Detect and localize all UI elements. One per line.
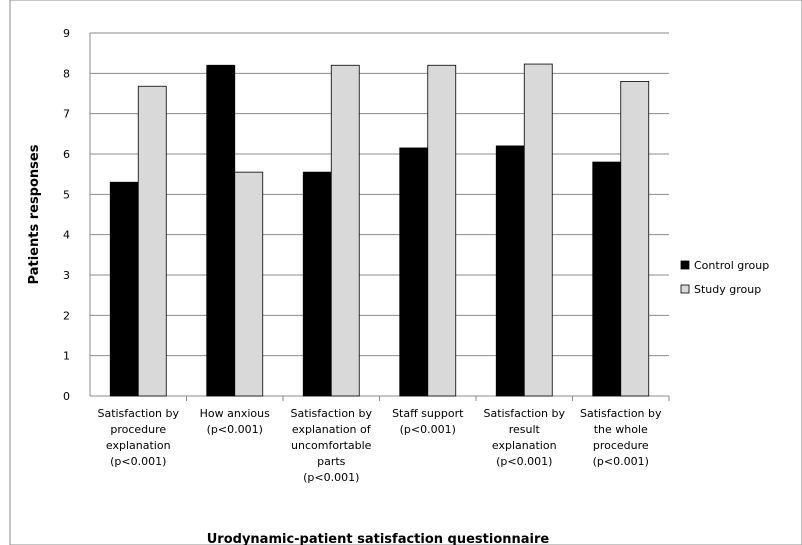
x-category-label: the whole bbox=[594, 423, 648, 436]
x-category-label: (p<0.001) bbox=[593, 455, 649, 468]
x-axis-label: Urodynamic-patient satisfaction question… bbox=[207, 532, 550, 545]
x-category-label: procedure bbox=[593, 439, 649, 452]
bar-control bbox=[399, 147, 429, 397]
bar-study bbox=[523, 63, 553, 397]
x-category-label: explanation bbox=[492, 439, 557, 452]
y-tick-label: 8 bbox=[63, 67, 70, 80]
y-axis-label: Patients responses bbox=[27, 144, 42, 284]
x-category-label: (p<0.001) bbox=[303, 471, 359, 484]
legend-swatch bbox=[680, 260, 690, 270]
bar-study bbox=[330, 64, 360, 397]
x-category-label: Staff support bbox=[392, 407, 464, 420]
legend: Control group Study group bbox=[680, 259, 769, 296]
y-tick-label: 1 bbox=[63, 350, 70, 363]
x-category-label: (p<0.001) bbox=[110, 455, 166, 468]
y-tick-label: 5 bbox=[63, 188, 70, 201]
y-tick-label: 3 bbox=[63, 269, 70, 282]
x-category-label: (p<0.001) bbox=[207, 423, 263, 436]
axes bbox=[89, 33, 670, 401]
y-tick-label: 6 bbox=[63, 148, 70, 161]
x-category-label: Satisfaction by bbox=[580, 407, 662, 420]
x-category-label: result bbox=[509, 423, 541, 436]
bar-study bbox=[620, 81, 650, 397]
x-category-label: (p<0.001) bbox=[496, 455, 552, 468]
bar-control bbox=[592, 161, 622, 397]
gridlines bbox=[90, 32, 669, 357]
x-category-label: Satisfaction by bbox=[483, 407, 565, 420]
bar-control bbox=[206, 64, 236, 397]
bars bbox=[109, 63, 650, 397]
y-tick-label: 4 bbox=[63, 229, 70, 242]
bar-study bbox=[137, 85, 167, 397]
x-category-label: explanation of bbox=[292, 423, 372, 436]
bar-control bbox=[109, 181, 139, 397]
y-tick-label: 0 bbox=[63, 390, 70, 403]
bar-study bbox=[234, 171, 264, 397]
y-tick-labels: 0 1 2 3 4 5 6 7 8 9 bbox=[63, 27, 70, 403]
x-category-label: uncomfortable bbox=[291, 439, 372, 452]
x-category-label: (p<0.001) bbox=[400, 423, 456, 436]
x-category-label: procedure bbox=[110, 423, 166, 436]
y-tick-label: 7 bbox=[63, 108, 70, 121]
x-category-label: explanation bbox=[106, 439, 171, 452]
y-tick-label: 2 bbox=[63, 309, 70, 322]
bar-study bbox=[427, 64, 457, 397]
y-tick-label: 9 bbox=[63, 27, 70, 40]
bar-control bbox=[495, 145, 525, 397]
x-category-label: Satisfaction by bbox=[97, 407, 179, 420]
x-category-label: parts bbox=[317, 455, 346, 468]
x-category-labels: Satisfaction by procedure explanation (p<0.… bbox=[97, 407, 662, 484]
legend-label: Control group bbox=[694, 259, 769, 272]
x-category-label: Satisfaction by bbox=[290, 407, 372, 420]
legend-swatch bbox=[680, 284, 690, 294]
legend-label: Study group bbox=[694, 283, 761, 296]
x-category-label: How anxious bbox=[200, 407, 270, 420]
bar-control bbox=[302, 171, 332, 397]
